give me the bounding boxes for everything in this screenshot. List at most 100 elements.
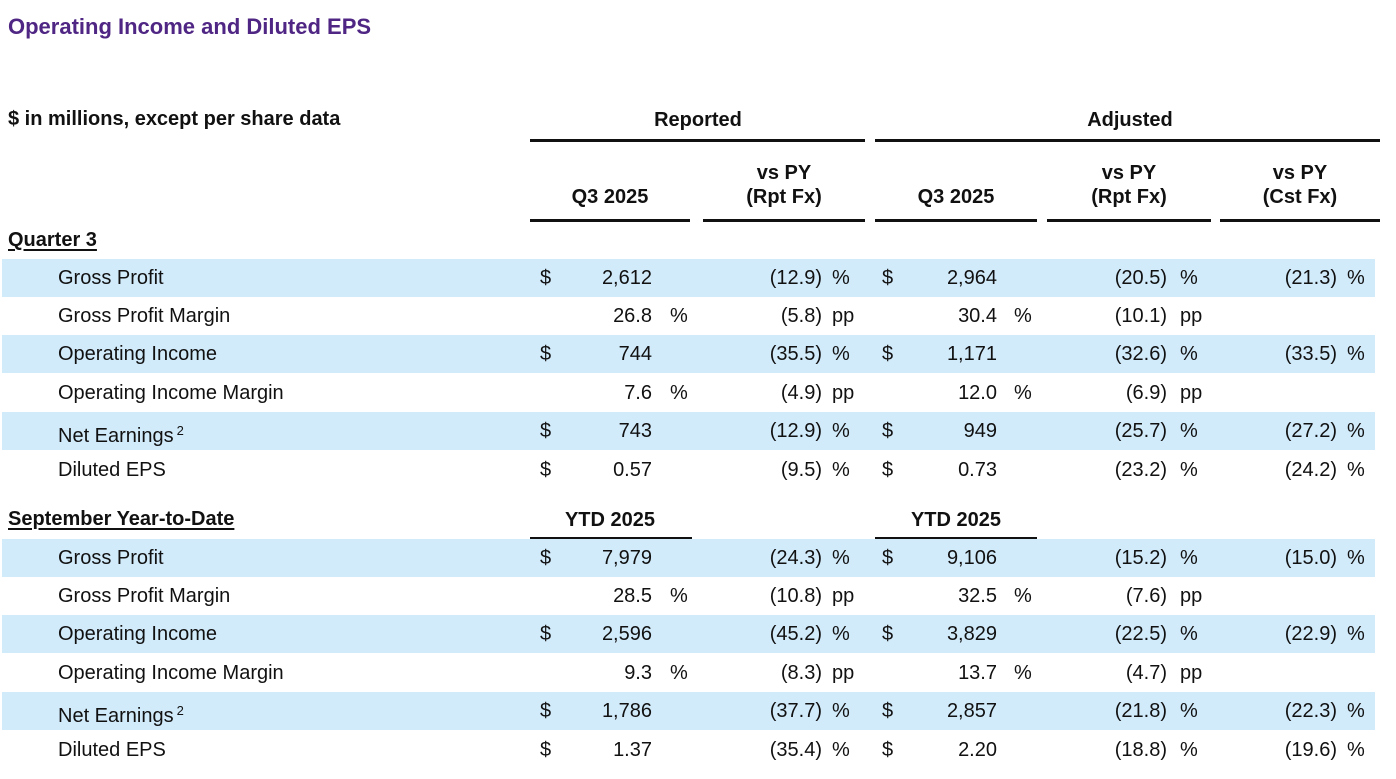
adjusted-value: 2.20 xyxy=(958,739,997,761)
col-rule-adjusted-vs-py-cst xyxy=(1220,219,1380,222)
reported-value: 2,596 xyxy=(601,623,652,645)
reported-unit: % xyxy=(670,305,688,327)
adjusted-cst-vs-py: (22.9) xyxy=(1284,623,1337,645)
reported-vs-py: (5.8) xyxy=(780,305,822,327)
adjusted-currency: $ xyxy=(882,547,894,569)
adjusted-vs-py: (25.7) xyxy=(1114,420,1167,442)
adjusted-unit: % xyxy=(1014,662,1032,684)
reported-vs-py: (35.5) xyxy=(769,343,822,365)
adjusted-vs-py-unit: % xyxy=(1180,343,1198,365)
adjusted-cst-vs-py: (27.2) xyxy=(1284,420,1337,442)
group-header-adjusted: Adjusted xyxy=(1087,109,1173,131)
adjusted-value: 2,964 xyxy=(946,267,997,289)
table-row: Net Earnings 2 $743 (12.9)% $949 (25.7)% (27.2… xyxy=(2,412,1375,450)
table-row: Gross Profit $7,979 (24.3)% $9,106 (15.2)% (1… xyxy=(2,539,1375,577)
group-header-reported: Reported xyxy=(654,109,742,131)
reported-vs-py-unit: % xyxy=(832,623,850,645)
reported-value: 9.3 xyxy=(624,662,652,684)
adjusted-vs-py: (18.8) xyxy=(1114,739,1167,761)
adjusted-vs-py-unit: pp xyxy=(1180,585,1203,607)
adjusted-cst-unit: % xyxy=(1347,700,1365,722)
footnote-marker: 2 xyxy=(176,703,184,718)
reported-vs-py-unit: % xyxy=(832,267,850,289)
ytd-reported-period: YTD 2025 xyxy=(564,509,656,531)
adjusted-value: 1,171 xyxy=(946,343,997,365)
group-rule-adjusted xyxy=(875,139,1380,142)
reported-vs-py: (9.5) xyxy=(780,459,822,481)
section-heading-ytd: September Year-to-Date xyxy=(8,508,235,530)
reported-value: 1,786 xyxy=(601,700,652,722)
row-label: Net Earnings 2 xyxy=(58,703,184,727)
col-rule-reported-vs-py xyxy=(703,219,865,222)
adjusted-cst-unit: % xyxy=(1347,267,1365,289)
reported-currency: $ xyxy=(540,420,552,442)
reported-value: 7.6 xyxy=(624,382,652,404)
adjusted-vs-py: (15.2) xyxy=(1114,547,1167,569)
adjusted-vs-py-unit: % xyxy=(1180,459,1198,481)
adjusted-currency: $ xyxy=(882,420,894,442)
reported-vs-py-unit: % xyxy=(832,739,850,761)
adjusted-vs-py-unit: pp xyxy=(1180,382,1203,404)
adjusted-vs-py-unit: pp xyxy=(1180,305,1203,327)
adjusted-cst-unit: % xyxy=(1347,547,1365,569)
col-header-reported-period: Q3 2025 xyxy=(571,186,649,208)
row-label: Operating Income Margin xyxy=(58,382,284,404)
units-note: $ in millions, except per share data xyxy=(8,108,341,130)
reported-vs-py-unit: % xyxy=(832,547,850,569)
row-label: Operating Income Margin xyxy=(58,662,284,684)
reported-value: 744 xyxy=(618,343,652,365)
reported-value: 2,612 xyxy=(601,267,652,289)
table-row: Operating Income Margin 9.3% (8.3) pp 13.7% (… xyxy=(2,654,1375,692)
adjusted-value: 9,106 xyxy=(946,547,997,569)
col-rule-adjusted-period xyxy=(875,219,1037,222)
adjusted-vs-py-unit: % xyxy=(1180,700,1198,722)
adjusted-vs-py-unit: pp xyxy=(1180,662,1203,684)
adjusted-cst-vs-py: (24.2) xyxy=(1284,459,1337,481)
reported-currency: $ xyxy=(540,267,552,289)
reported-vs-py: (12.9) xyxy=(769,267,822,289)
adjusted-unit: % xyxy=(1014,382,1032,404)
adjusted-cst-unit: % xyxy=(1347,343,1365,365)
adjusted-currency: $ xyxy=(882,739,894,761)
reported-value: 0.57 xyxy=(613,459,652,481)
adjusted-cst-unit: % xyxy=(1347,420,1365,442)
table-row: Gross Profit Margin 28.5% (10.8) pp 32.5% (7.… xyxy=(2,577,1375,615)
reported-vs-py-unit: pp xyxy=(832,305,855,327)
reported-vs-py: (35.4) xyxy=(769,739,822,761)
reported-unit: % xyxy=(670,585,688,607)
reported-vs-py-unit: % xyxy=(832,343,850,365)
ytd-adjusted-period: YTD 2025 xyxy=(910,509,1002,531)
reported-vs-py: (10.8) xyxy=(769,585,822,607)
adjusted-value: 13.7 xyxy=(958,662,997,684)
adjusted-vs-py: (21.8) xyxy=(1114,700,1167,722)
adjusted-currency: $ xyxy=(882,700,894,722)
adjusted-cst-vs-py: (33.5) xyxy=(1284,343,1337,365)
adjusted-vs-py-unit: % xyxy=(1180,739,1198,761)
adjusted-vs-py-unit: % xyxy=(1180,547,1198,569)
reported-vs-py: (37.7) xyxy=(769,700,822,722)
table-row: Diluted EPS $1.37 (35.4)% $2.20 (18.8)% (19.6… xyxy=(2,731,1375,769)
reported-currency: $ xyxy=(540,700,552,722)
table-row: Operating Income Margin 7.6% (4.9) pp 12.0% (… xyxy=(2,374,1375,412)
col-rule-reported-period xyxy=(530,219,690,222)
adjusted-cst-vs-py: (22.3) xyxy=(1284,700,1337,722)
reported-currency: $ xyxy=(540,459,552,481)
row-label: Diluted EPS xyxy=(58,459,166,481)
adjusted-cst-vs-py: (15.0) xyxy=(1284,547,1337,569)
adjusted-value: 30.4 xyxy=(958,305,997,327)
table-row: Gross Profit $2,612 (12.9)% $2,964 (20.5)% (2… xyxy=(2,259,1375,297)
reported-vs-py: (24.3) xyxy=(769,547,822,569)
table-row: Operating Income $2,596 (45.2)% $3,829 (22.5… xyxy=(2,615,1375,653)
adjusted-cst-vs-py: (21.3) xyxy=(1284,267,1337,289)
adjusted-vs-py: (23.2) xyxy=(1114,459,1167,481)
adjusted-vs-py: (32.6) xyxy=(1114,343,1167,365)
reported-vs-py-unit: % xyxy=(832,420,850,442)
adjusted-vs-py: (4.7) xyxy=(1125,662,1167,684)
reported-unit: % xyxy=(670,662,688,684)
row-label: Diluted EPS xyxy=(58,739,166,761)
row-label: Gross Profit Margin xyxy=(58,585,231,607)
table-row: Gross Profit Margin 26.8% (5.8) pp 30.4% (10.… xyxy=(2,297,1375,335)
row-label: Gross Profit xyxy=(58,267,164,289)
col-header-adjusted-vs-py-cst: vs PY (Cst Fx) xyxy=(1262,162,1338,208)
adjusted-vs-py: (6.9) xyxy=(1125,382,1167,404)
